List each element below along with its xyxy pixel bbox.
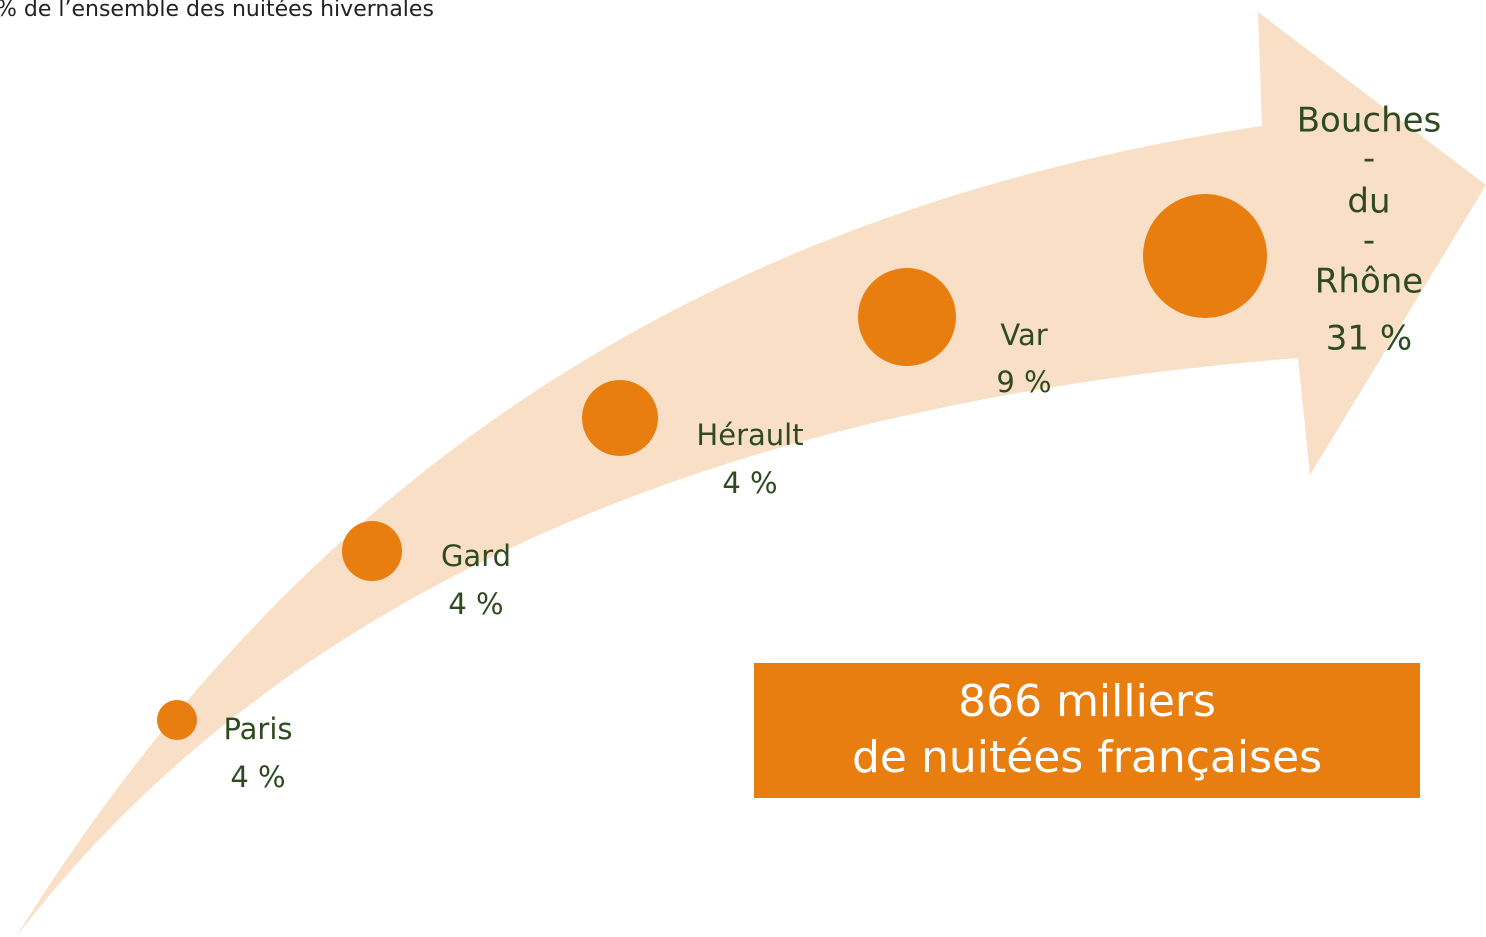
total-box: [754, 663, 1420, 798]
item-name: Hérault: [696, 418, 803, 452]
total-line: 866 milliers: [958, 676, 1216, 727]
item-name: Var: [1000, 318, 1047, 352]
bubble: [342, 521, 402, 581]
bubble: [1143, 194, 1267, 318]
subtitle: % de l’ensemble des nuitées hivernales: [0, 0, 434, 22]
bubble: [157, 700, 197, 740]
item-name-line: Bouches: [1297, 101, 1442, 141]
item-share: 4 %: [230, 760, 285, 794]
item-name: Paris: [223, 712, 292, 746]
item-share: 31 %: [1326, 319, 1412, 359]
item-share: 4 %: [448, 587, 503, 621]
item-name-line: -: [1363, 139, 1375, 179]
item-name-line: du: [1347, 182, 1390, 222]
item-name: Gard: [441, 539, 511, 573]
item-name-line: Rhône: [1315, 262, 1423, 302]
item-name-line: -: [1363, 221, 1375, 261]
bubble: [858, 268, 956, 366]
item-share: 9 %: [996, 365, 1051, 399]
item-share: 4 %: [722, 466, 777, 500]
arrow: [16, 12, 1486, 937]
total-line: de nuitées françaises: [852, 732, 1322, 783]
bubble: [582, 380, 658, 456]
